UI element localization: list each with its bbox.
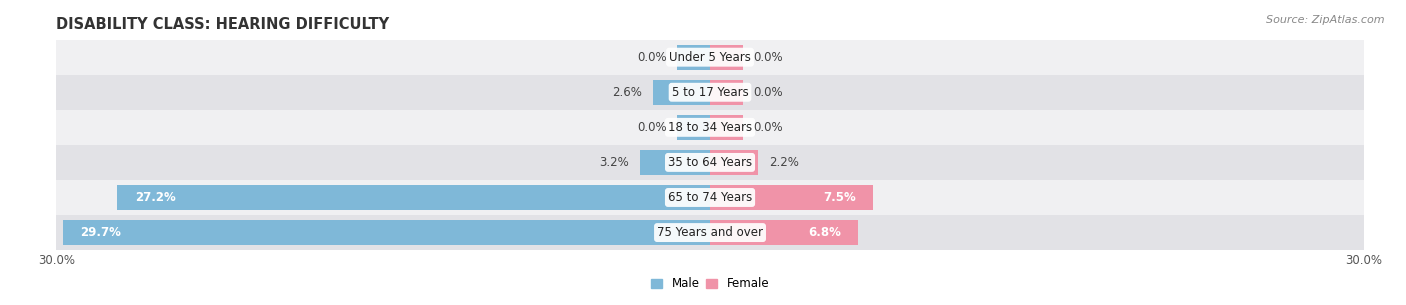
Bar xyxy=(654,80,710,105)
Bar xyxy=(56,180,1364,215)
Text: Source: ZipAtlas.com: Source: ZipAtlas.com xyxy=(1267,15,1385,25)
Bar xyxy=(63,220,710,245)
Bar xyxy=(640,150,710,175)
Text: 5 to 17 Years: 5 to 17 Years xyxy=(672,86,748,99)
Text: 7.5%: 7.5% xyxy=(824,191,856,204)
Text: 3.2%: 3.2% xyxy=(599,156,630,169)
Bar xyxy=(710,80,742,105)
Text: 75 Years and over: 75 Years and over xyxy=(657,226,763,239)
Text: 0.0%: 0.0% xyxy=(754,121,783,134)
Bar xyxy=(710,185,873,210)
Text: 0.0%: 0.0% xyxy=(754,86,783,99)
Text: 6.8%: 6.8% xyxy=(808,226,841,239)
Bar xyxy=(678,45,710,70)
Text: 35 to 64 Years: 35 to 64 Years xyxy=(668,156,752,169)
Bar xyxy=(56,215,1364,250)
Text: 18 to 34 Years: 18 to 34 Years xyxy=(668,121,752,134)
Text: 2.6%: 2.6% xyxy=(613,86,643,99)
Text: 0.0%: 0.0% xyxy=(637,121,666,134)
Bar xyxy=(710,150,758,175)
Text: DISABILITY CLASS: HEARING DIFFICULTY: DISABILITY CLASS: HEARING DIFFICULTY xyxy=(56,16,389,31)
Text: 29.7%: 29.7% xyxy=(80,226,121,239)
Legend: Male, Female: Male, Female xyxy=(651,278,769,290)
Bar xyxy=(56,145,1364,180)
Text: 2.2%: 2.2% xyxy=(769,156,799,169)
Bar xyxy=(710,115,742,140)
Bar xyxy=(56,75,1364,110)
Text: 0.0%: 0.0% xyxy=(637,51,666,64)
Bar xyxy=(710,220,858,245)
Text: 27.2%: 27.2% xyxy=(135,191,176,204)
Text: 65 to 74 Years: 65 to 74 Years xyxy=(668,191,752,204)
Text: 0.0%: 0.0% xyxy=(754,51,783,64)
Bar xyxy=(710,45,742,70)
Bar xyxy=(56,110,1364,145)
Bar xyxy=(117,185,710,210)
Text: Under 5 Years: Under 5 Years xyxy=(669,51,751,64)
Bar xyxy=(678,115,710,140)
Bar xyxy=(56,40,1364,75)
